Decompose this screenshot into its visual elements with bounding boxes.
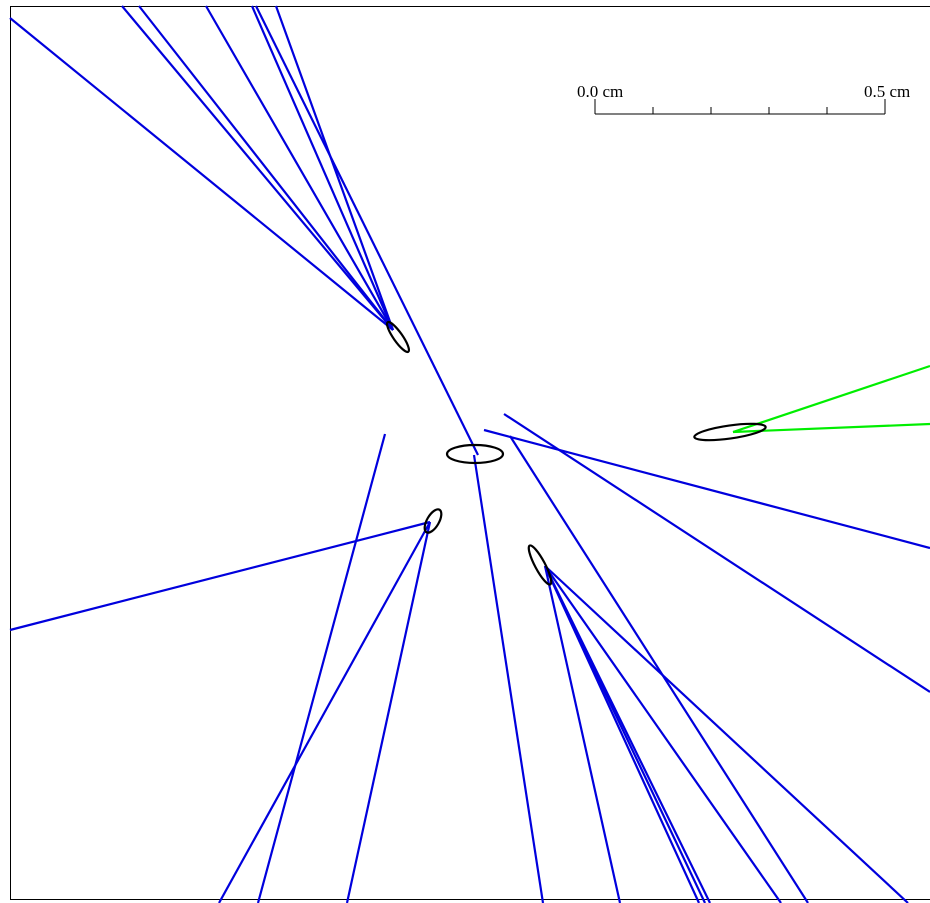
charged-track [345,521,432,903]
charged-track [544,565,711,903]
primary-vertex-ellipse [445,443,505,465]
scale-bar-end-label: 0.5 cm [864,82,910,101]
neutral-track [732,422,930,434]
charged-track [509,435,809,903]
vertices-layer [385,320,767,586]
neutral-track [732,364,930,434]
charged-track [255,5,479,456]
scale-bar: 0.0 cm 0.5 cm [577,82,910,115]
charged-track [544,565,782,903]
charged-track [256,433,387,903]
charged-track [274,5,395,331]
scale-bar-start-label: 0.0 cm [577,82,623,101]
charged-track [218,521,431,903]
secondary-vertex-ellipse [423,508,443,534]
charged-track [543,565,622,903]
charged-track [205,5,394,331]
tracks-layer [9,5,930,903]
charged-track [472,454,545,903]
charged-track [121,5,394,331]
charged-track [544,565,909,903]
secondary-vertex-ellipse [527,544,553,586]
charged-track [503,413,930,693]
charged-track [9,17,394,331]
charged-track [138,5,394,331]
charged-track [250,5,395,331]
display-frame [10,6,930,900]
charged-track [9,520,431,632]
secondary-vertex-ellipse [385,320,411,354]
secondary-vertex-ellipse [693,422,767,442]
